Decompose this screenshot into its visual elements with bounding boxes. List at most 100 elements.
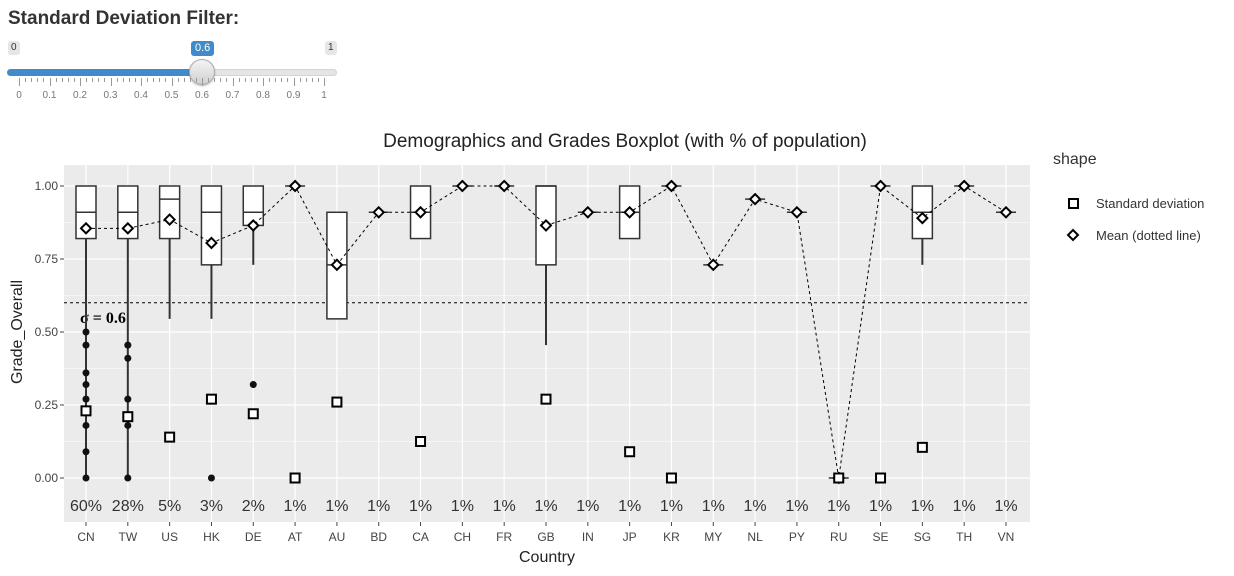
legend-item: Mean (dotted line) <box>1096 228 1201 243</box>
outlier-point <box>82 341 90 349</box>
slider-grid-tick <box>122 78 124 82</box>
slider-tick-label: 0.7 <box>225 90 240 101</box>
population-label: 1% <box>618 498 641 515</box>
x-tick-label: US <box>161 530 178 544</box>
mean-point <box>665 179 678 193</box>
slider-grid-tick <box>141 78 142 86</box>
population-label: 28% <box>112 498 144 515</box>
mean-point <box>246 219 260 232</box>
x-tick-label: TW <box>118 530 137 544</box>
slider-grid-tick <box>61 78 63 82</box>
x-axis-title: Country <box>519 549 575 566</box>
slider-grid-tick <box>250 78 252 82</box>
x-tick-label: TH <box>956 530 972 544</box>
population-label: 1% <box>451 498 474 515</box>
outlier-point <box>124 341 132 349</box>
x-tick-label: SE <box>873 530 889 544</box>
slider-grid-tick <box>165 78 167 82</box>
std-dev-point <box>916 441 928 453</box>
filter-title: Standard Deviation Filter: <box>8 8 240 29</box>
x-tick-label: VN <box>998 530 1015 544</box>
mean-point <box>957 179 971 193</box>
slider-grid-tick <box>232 78 234 86</box>
mean-point <box>79 221 93 235</box>
mean-point <box>372 205 386 219</box>
std-dev-point <box>415 436 427 447</box>
population-label: 5% <box>158 498 181 515</box>
slider-grid-tick <box>73 78 75 82</box>
legend-square-icon <box>1068 198 1079 209</box>
x-tick-label: MY <box>704 530 722 544</box>
population-label: 1% <box>576 498 599 515</box>
std-dev-point <box>875 472 887 484</box>
slider-tick-label: 0.9 <box>286 90 301 101</box>
slider-tick-label: 0.1 <box>42 90 57 101</box>
slider-grid-tick <box>86 78 88 82</box>
x-tick-label: HK <box>203 530 220 544</box>
slider-grid-tick <box>37 78 39 82</box>
slider-grid-tick <box>159 78 161 82</box>
outlier-point <box>249 381 257 389</box>
std-dev-point <box>164 431 176 443</box>
mean-point <box>623 205 637 219</box>
mean-point <box>581 205 595 219</box>
x-tick-label: SG <box>914 530 931 544</box>
slider-grid-tick <box>244 78 246 82</box>
std-dev-point <box>540 393 552 405</box>
outlier-point <box>124 354 132 362</box>
slider-tick-label: 0.5 <box>164 90 179 101</box>
slider-min-label: 0 <box>8 41 20 55</box>
y-axis-title: Grade_Overall <box>9 280 26 384</box>
x-tick-label: CN <box>77 530 94 544</box>
mean-point <box>706 258 720 272</box>
slider-grid-tick <box>238 78 240 82</box>
outlier-point <box>82 381 90 389</box>
x-tick-label: CH <box>454 530 471 544</box>
outlier-point <box>82 395 90 403</box>
x-tick-label: JP <box>623 530 637 544</box>
mean-point <box>915 211 929 225</box>
outlier-point <box>124 395 132 403</box>
y-tick-label: 0.75 <box>35 252 59 266</box>
slider-grid-tick <box>49 78 51 86</box>
x-tick-label: IN <box>582 530 594 544</box>
slider-grid-tick <box>80 78 81 86</box>
std-dev-point <box>122 411 134 423</box>
slider-grid-tick <box>195 78 197 82</box>
slider-fill <box>7 69 202 76</box>
chart-title: Demographics and Grades Boxplot (with % … <box>383 131 867 152</box>
population-label: 2% <box>242 498 265 515</box>
x-tick-label: AU <box>329 530 346 544</box>
slider-grid-tick <box>256 78 258 82</box>
x-tick-label: AT <box>288 530 303 544</box>
legend-title: shape <box>1053 151 1097 168</box>
population-label: 1% <box>869 498 892 515</box>
slider-grid-tick <box>171 78 173 86</box>
population-label: 3% <box>200 498 223 515</box>
slider-grid-tick <box>92 78 94 82</box>
std-dev-point <box>247 408 259 420</box>
slider-grid-tick <box>134 78 136 82</box>
box <box>200 185 223 266</box>
population-label: 1% <box>409 498 432 515</box>
outlier-point <box>207 474 215 482</box>
population-label: 1% <box>534 498 557 515</box>
slider-grid-tick <box>98 78 100 82</box>
mean-point <box>874 179 887 193</box>
slider-tick-label: 0.2 <box>73 90 87 101</box>
population-label: 1% <box>744 498 767 515</box>
population-label: 1% <box>785 498 808 515</box>
std-dev-point <box>80 405 92 417</box>
slider-grid-tick <box>25 78 27 82</box>
threshold-label: σ = 0.6 <box>80 310 126 327</box>
mean-point <box>414 205 427 219</box>
mean-point <box>790 205 804 219</box>
std-dev-slider[interactable]: 0 0.6 1 0 0.1 0.2 0.3 0.4 0.5 0.6 0.7 0.8 0.9 1 <box>0 40 345 110</box>
mean-point <box>999 205 1013 219</box>
mean-point <box>163 213 177 226</box>
slider-grid-tick <box>317 78 319 82</box>
slider-grid-tick <box>299 78 301 82</box>
slider-grid-tick <box>177 78 179 82</box>
box <box>158 185 181 240</box>
std-dev-point <box>331 396 343 408</box>
